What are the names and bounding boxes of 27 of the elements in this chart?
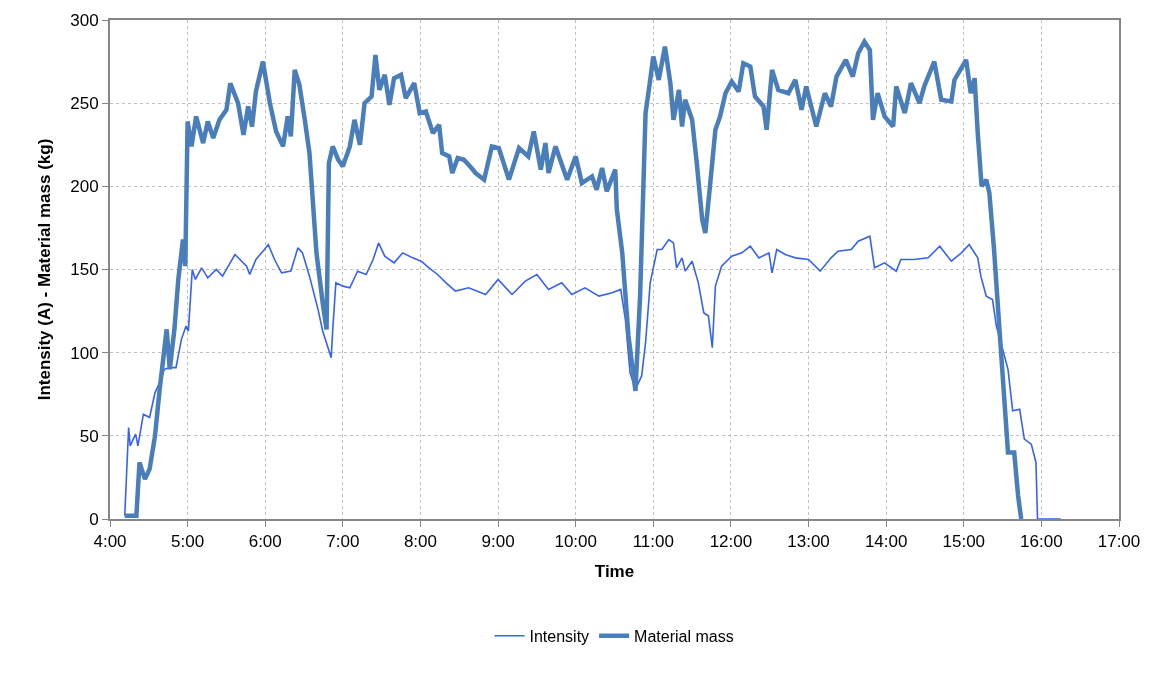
y-tick-label: 100 [70,343,99,363]
x-tick-label: 6:00 [248,532,282,552]
line-series [123,235,1062,519]
y-tick-label: 250 [70,94,99,114]
x-tick-label: 5:00 [171,532,205,552]
x-tick-label: 16:00 [1020,532,1063,552]
x-tick-label: 12:00 [709,532,753,552]
x-tick-label: 11:00 [632,532,674,552]
x-tick-label: 9:00 [481,532,515,552]
x-axis-title: Time [594,562,635,582]
legend-label: Intensity [529,627,590,645]
y-axis-title: Intensity (A) - Material mass (kg) [35,138,55,401]
x-tick-label: 17:00 [1097,532,1141,552]
y-tick-label: 0 [89,509,99,529]
x-tick-label: 13:00 [787,532,830,552]
x-tick-label: 15:00 [942,532,986,552]
y-tick-label: 50 [79,426,99,446]
y-tick-label: 150 [70,260,99,280]
legend-label: Material mass [634,627,734,645]
x-tick-label: 10:00 [554,532,597,552]
x-tick-label: 4:00 [93,532,127,552]
line-series [122,39,1024,519]
x-tick-label: 7:00 [326,532,360,552]
y-tick-label: 300 [70,10,99,30]
x-tick-label: 8:00 [403,532,438,552]
x-tick-label: 14:00 [864,532,908,552]
y-tick-label: 200 [70,177,99,197]
